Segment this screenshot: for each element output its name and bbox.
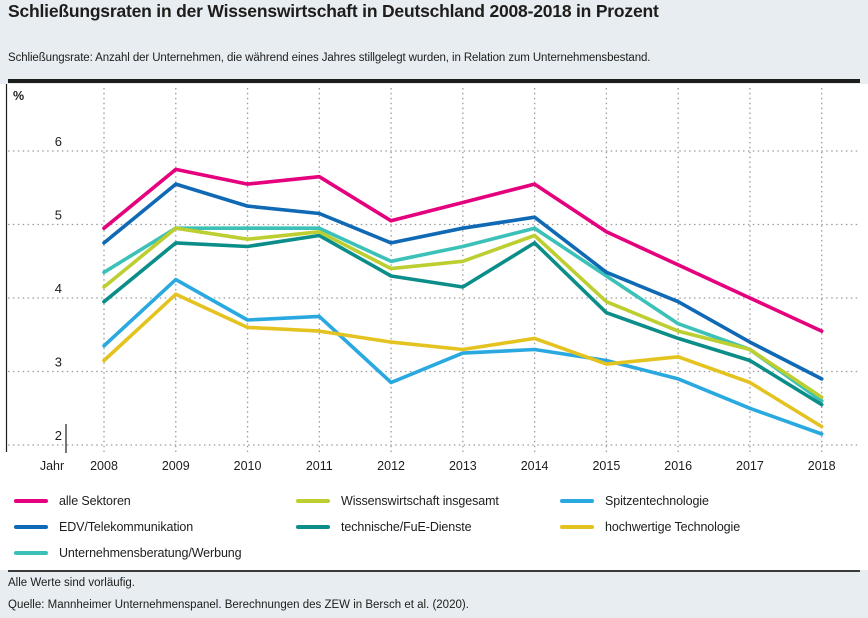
legend-label-edv-telekommunikation: EDV/Telekommunikation — [59, 519, 194, 534]
legend-item-unternehmensberatung-werbung: Unternehmensberatung/Werbung — [14, 544, 296, 561]
y-tick-label-3: 3 — [55, 355, 62, 370]
x-tick-label-2018: 2018 — [808, 459, 836, 473]
x-tick-label-2012: 2012 — [377, 459, 405, 473]
x-tick-label-2015: 2015 — [592, 459, 620, 473]
y-tick-label-5: 5 — [55, 208, 62, 223]
legend-swatch-unternehmensberatung-werbung — [14, 550, 48, 555]
legend-item-technische-fue-dienste: technische/FuE-Dienste — [296, 518, 560, 535]
x-tick-label-2014: 2014 — [521, 459, 549, 473]
legend-column-1: alle Sektoren EDV/Telekommunikation Untern… — [14, 492, 296, 561]
legend-column-3: Spitzentechnologie hochwertige Technologi… — [560, 492, 854, 561]
x-tick-label-2016: 2016 — [664, 459, 692, 473]
legend-item-wissenswirtschaft-insgesamt: Wissenswirtschaft insgesamt — [296, 492, 560, 509]
footer-source: Quelle: Mannheimer Unternehmenspanel. Be… — [8, 599, 469, 611]
series-line-unternehmensberatung-werbung — [102, 226, 824, 403]
legend-swatch-hochwertige-technologie — [560, 524, 594, 529]
series-line-hochwertige-technologie — [102, 292, 824, 429]
legend-swatch-wissenswirtschaft-insgesamt — [296, 498, 330, 503]
series-line-technische-fue-dienste — [102, 233, 824, 407]
page-title: Schließungsraten in der Wissenswirtschaf… — [8, 1, 659, 21]
legend-swatch-alle-sektoren — [14, 498, 48, 503]
y-tick-label-2: 2 — [55, 428, 62, 443]
x-tick-label-2010: 2010 — [234, 459, 262, 473]
legend-label-wissenswirtschaft-insgesamt: Wissenswirtschaft insgesamt — [341, 493, 499, 508]
legend-item-edv-telekommunikation: EDV/Telekommunikation — [14, 518, 296, 535]
legend-label-hochwertige-technologie: hochwertige Technologie — [605, 519, 741, 534]
legend-label-alle-sektoren: alle Sektoren — [59, 493, 131, 508]
legend-column-2: Wissenswirtschaft insgesamt technische/Fu… — [296, 492, 560, 561]
header-rule — [8, 79, 860, 83]
legend-label-unternehmensberatung-werbung: Unternehmensberatung/Werbung — [59, 545, 242, 560]
x-tick-label-2013: 2013 — [449, 459, 477, 473]
x-tick-label-2011: 2011 — [306, 459, 333, 473]
series-line-wissenswirtschaft-insgesamt — [102, 226, 824, 400]
x-tick-label-2008: 2008 — [90, 459, 118, 473]
x-axis-label: Jahr — [40, 459, 64, 473]
x-tick-label-2017: 2017 — [736, 459, 764, 473]
footer-separator — [8, 570, 860, 572]
legend-item-hochwertige-technologie: hochwertige Technologie — [560, 518, 854, 535]
series-line-spitzentechnologie — [102, 277, 824, 436]
legend-label-technische-fue-dienste: technische/FuE-Dienste — [341, 519, 472, 534]
x-tick-label-2009: 2009 — [162, 459, 190, 473]
legend-item-spitzentechnologie: Spitzentechnologie — [560, 492, 854, 509]
chart-panel: 6 5 4 3 2 2008 2009 2010 2011 2012 2013 2014 2015 201… — [0, 84, 868, 570]
y-tick-label-6: 6 — [55, 134, 62, 149]
chart-legend: alle Sektoren EDV/Telekommunikation Untern… — [14, 492, 854, 561]
legend-swatch-technische-fue-dienste — [296, 524, 330, 529]
legend-swatch-spitzentechnologie — [560, 498, 594, 503]
legend-item-alle-sektoren: alle Sektoren — [14, 492, 296, 509]
y-tick-label-4: 4 — [55, 281, 62, 296]
series-line-edv-telekommunikation — [102, 182, 824, 381]
legend-label-spitzentechnologie: Spitzentechnologie — [605, 493, 709, 508]
series-line-alle-sektoren — [102, 167, 824, 333]
chart-subtitle: Schließungsrate: Anzahl der Unternehmen,… — [8, 52, 651, 64]
legend-swatch-edv-telekommunikation — [14, 524, 48, 529]
plot-svg: 6 5 4 3 2 2008 2009 2010 2011 2012 2013 2014 2015 201… — [5, 84, 860, 473]
footer-note: Alle Werte sind vorläufig. — [8, 577, 135, 589]
y-axis-unit-label: % — [13, 89, 24, 103]
